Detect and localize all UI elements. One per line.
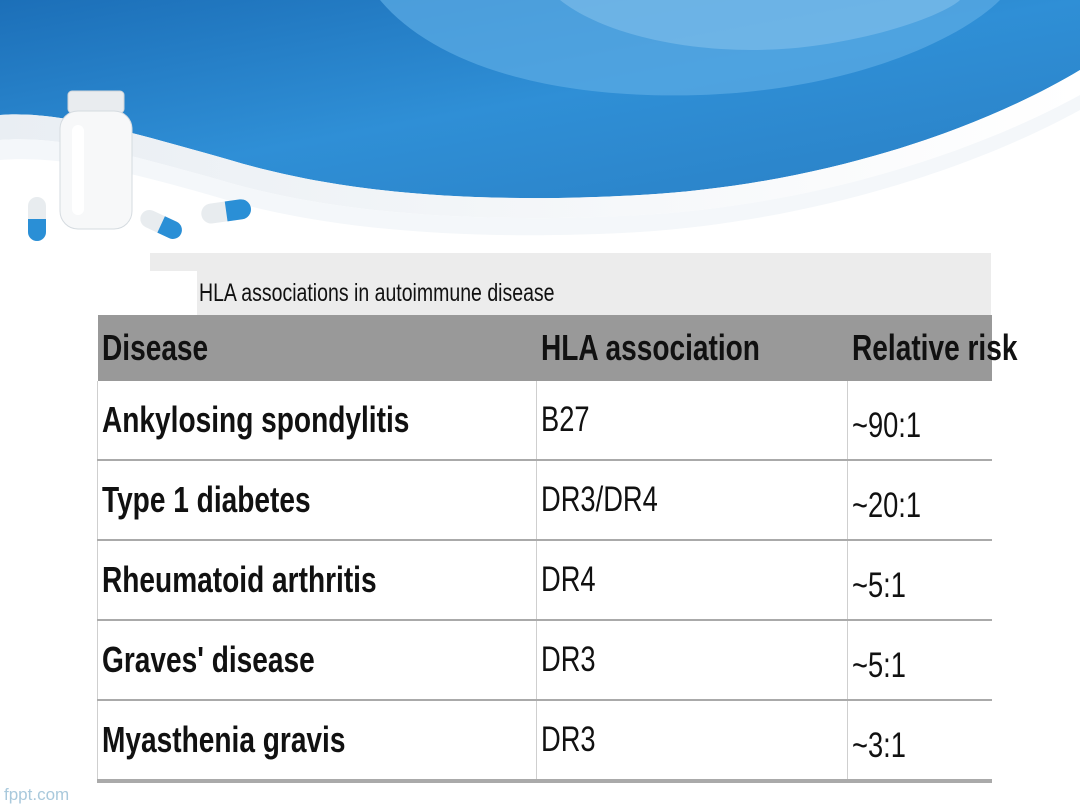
table-caption-row: HLA associations in autoimmune disease bbox=[97, 253, 991, 315]
risk-cell: ~20:1 bbox=[847, 460, 992, 541]
risk-cell: ~90:1 bbox=[847, 381, 992, 461]
risk-cell: ~5:1 bbox=[847, 540, 992, 621]
hla-association-table: Disease HLA association Relative risk An… bbox=[97, 315, 1017, 783]
disease-cell: Graves' disease bbox=[97, 620, 537, 701]
caption-background bbox=[150, 253, 991, 315]
disease-cell: Type 1 diabetes bbox=[97, 460, 537, 541]
hla-cell: DR3 bbox=[536, 620, 848, 701]
medicine-bottle-icon bbox=[28, 90, 252, 241]
header-wave-banner bbox=[0, 0, 1080, 236]
disease-cell: Myasthenia gravis bbox=[97, 700, 537, 783]
table-row: Ankylosing spondylitis B27 ~90:1 bbox=[97, 381, 992, 461]
hla-cell: B27 bbox=[536, 381, 848, 461]
hla-cell: DR4 bbox=[536, 540, 848, 621]
disease-cell: Rheumatoid arthritis bbox=[97, 540, 537, 621]
hla-table-container: HLA associations in autoimmune disease D… bbox=[97, 253, 1017, 783]
header-hla-association: HLA association bbox=[536, 315, 848, 381]
header-disease: Disease bbox=[97, 315, 537, 381]
hla-cell: DR3 bbox=[536, 700, 848, 783]
table-caption: HLA associations in autoimmune disease bbox=[199, 279, 555, 307]
table-row: Graves' disease DR3 ~5:1 bbox=[97, 620, 992, 701]
risk-cell: ~5:1 bbox=[847, 620, 992, 701]
risk-cell: ~3:1 bbox=[847, 700, 992, 783]
table-header-row: Disease HLA association Relative risk bbox=[97, 315, 1017, 381]
disease-cell: Ankylosing spondylitis bbox=[97, 381, 537, 461]
hla-cell: DR3/DR4 bbox=[536, 460, 848, 541]
table-row: Type 1 diabetes DR3/DR4 ~20:1 bbox=[97, 460, 992, 541]
table-row: Rheumatoid arthritis DR4 ~5:1 bbox=[97, 540, 992, 621]
footer-watermark: fppt.com bbox=[4, 785, 70, 804]
caption-notch bbox=[150, 271, 197, 315]
header-relative-risk: Relative risk bbox=[847, 315, 1017, 381]
table-row: Myasthenia gravis DR3 ~3:1 bbox=[97, 700, 992, 783]
